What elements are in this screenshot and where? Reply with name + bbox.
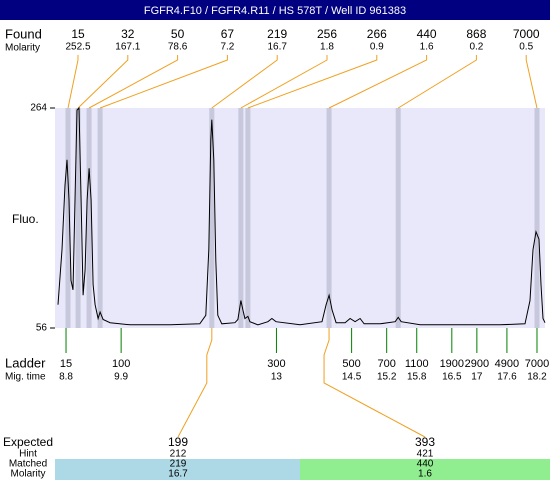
matched-value: 219: [170, 459, 187, 470]
peak-band: [86, 108, 92, 328]
ladder-size: 15: [60, 358, 72, 370]
peak-connector: [397, 55, 477, 109]
expected-connector: [323, 328, 426, 438]
ladder-time: 15.8: [407, 372, 427, 383]
peak-connector: [211, 55, 278, 109]
found-molarity: 1.6: [420, 42, 434, 53]
peak-connector: [67, 55, 79, 109]
found-size: 67: [221, 27, 235, 41]
molarity-label: Molarity: [5, 43, 40, 54]
peak-band: [326, 108, 332, 328]
found-molarity: 0.5: [519, 42, 533, 53]
chart-title: FGFR4.F10 / FGFR4.R11 / HS 578T / Well I…: [144, 5, 406, 17]
peak-connector: [77, 55, 129, 109]
ladder-size: 100: [112, 358, 130, 370]
ladder-size: 7000: [525, 358, 549, 370]
peak-connector: [247, 55, 378, 109]
expected-connector: [177, 328, 213, 438]
y-axis-label: Fluo.: [12, 212, 39, 226]
molarity-value: 1.6: [418, 469, 432, 480]
hint-label: Hint: [19, 449, 37, 460]
found-size: 50: [171, 27, 185, 41]
peak-band: [97, 108, 103, 328]
molarity-value: 16.7: [168, 469, 188, 480]
matched-bg: [55, 459, 300, 480]
peak-connector: [328, 55, 428, 109]
expected-value: 199: [168, 435, 188, 449]
ladder-time: 15.2: [377, 372, 397, 383]
peak-connector: [99, 55, 228, 109]
ladder-size: 1900: [440, 358, 464, 370]
expected-label: Expected: [3, 435, 53, 449]
matched-bg: [300, 459, 550, 480]
ladder-size: 1100: [405, 358, 429, 370]
ladder-size: 300: [267, 358, 285, 370]
found-size: 7000: [513, 27, 540, 41]
found-size: 219: [267, 27, 287, 41]
ladder-time: 17.6: [497, 372, 517, 383]
peak-connector: [525, 55, 538, 109]
found-molarity: 167.1: [115, 42, 140, 53]
expected-value: 393: [415, 435, 435, 449]
found-molarity: 0.2: [469, 42, 483, 53]
plot-area: [55, 108, 545, 328]
peak-band: [75, 108, 81, 328]
ladder-time: 8.8: [59, 372, 73, 383]
ladder-time: 9.9: [114, 372, 128, 383]
ladder-label: Ladder: [5, 355, 46, 370]
title-bar: [0, 0, 550, 20]
molarity-row-label: Molarity: [10, 469, 45, 480]
peak-connector: [240, 55, 328, 109]
found-size: 266: [367, 27, 387, 41]
found-molarity: 252.5: [65, 42, 90, 53]
peak-band: [209, 108, 215, 328]
peak-band: [65, 108, 71, 328]
found-size: 868: [466, 27, 486, 41]
y-tick-label: 56: [36, 323, 48, 334]
found-size: 256: [317, 27, 337, 41]
hint-value: 212: [170, 449, 187, 460]
found-size: 32: [121, 27, 135, 41]
ladder-size: 4900: [495, 358, 519, 370]
peak-band: [245, 108, 251, 328]
ladder-size: 2900: [465, 358, 489, 370]
mig-time-label: Mig. time: [5, 372, 46, 383]
y-tick-label: 264: [30, 103, 47, 114]
peak-band: [395, 108, 401, 328]
ladder-time: 13: [271, 372, 283, 383]
matched-label: Matched: [9, 459, 47, 470]
found-molarity: 0.9: [370, 42, 384, 53]
trace: [57, 106, 546, 326]
found-molarity: 1.8: [320, 42, 334, 53]
ladder-size: 500: [342, 358, 360, 370]
hint-value: 421: [417, 449, 434, 460]
peak-band: [534, 108, 540, 328]
ladder-time: 17: [471, 372, 483, 383]
ladder-size: 700: [377, 358, 395, 370]
found-molarity: 7.2: [220, 42, 234, 53]
found-molarity: 78.6: [168, 42, 188, 53]
ladder-time: 14.5: [342, 372, 362, 383]
found-label: Found: [5, 26, 42, 41]
ladder-time: 18.2: [527, 372, 547, 383]
peak-band: [238, 108, 244, 328]
matched-value: 440: [417, 459, 434, 470]
ladder-time: 16.5: [442, 372, 462, 383]
peak-connector: [88, 55, 179, 109]
found-size: 440: [417, 27, 437, 41]
found-size: 15: [71, 27, 85, 41]
found-molarity: 16.7: [267, 42, 287, 53]
